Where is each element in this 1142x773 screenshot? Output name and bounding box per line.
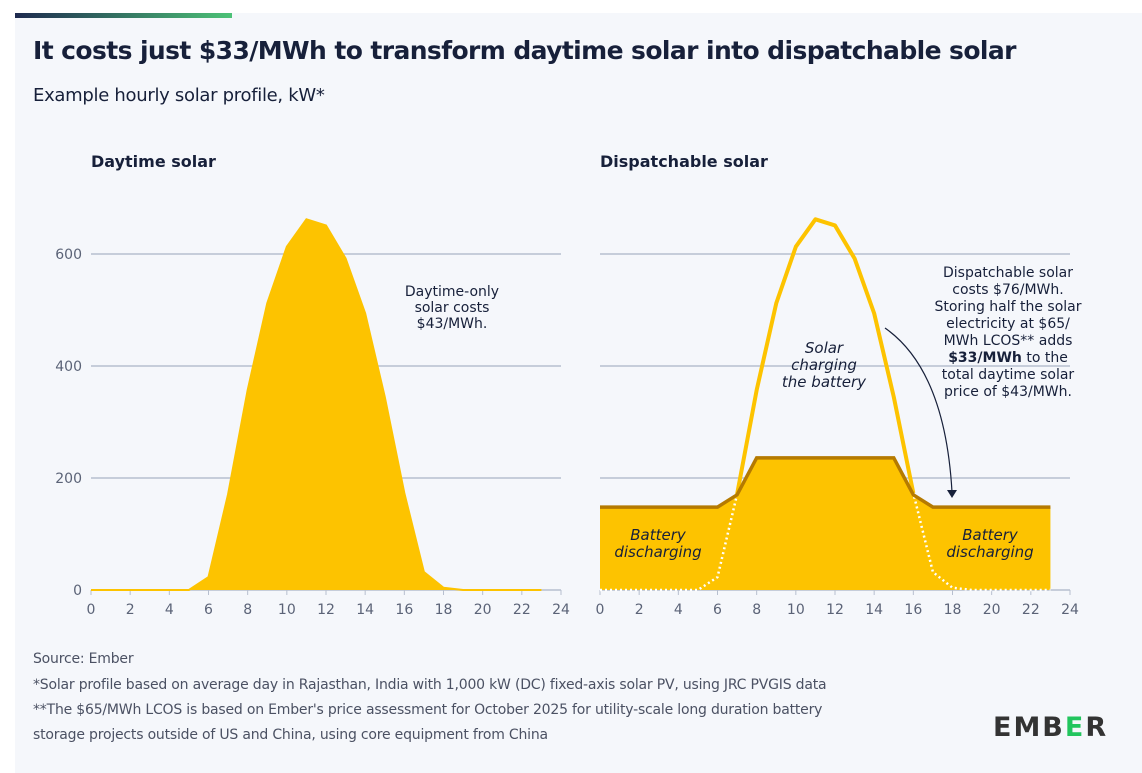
accent-bar bbox=[15, 13, 232, 18]
x-tick-label: 8 bbox=[752, 602, 761, 618]
annotation-rest: to the bbox=[1022, 350, 1068, 366]
footnote-1: *Solar profile based on average day in R… bbox=[33, 677, 827, 693]
solar-line bbox=[91, 218, 542, 591]
solar-charging-line bbox=[735, 217, 916, 495]
x-tick-label: 6 bbox=[713, 602, 722, 618]
ember-logo: EMBER bbox=[993, 712, 1109, 743]
arrow-head-icon bbox=[947, 490, 957, 498]
x-tick-label: 24 bbox=[1061, 602, 1079, 618]
x-tick-label: 12 bbox=[826, 602, 844, 618]
solar-area bbox=[91, 219, 542, 590]
x-tick-label: 16 bbox=[395, 602, 413, 618]
panel-title: Daytime solar bbox=[91, 152, 216, 171]
x-tick-label: 0 bbox=[87, 602, 96, 618]
x-tick-label: 8 bbox=[243, 602, 252, 618]
footnote-2a: **The $65/MWh LCOS is based on Ember's p… bbox=[33, 702, 823, 718]
annotation-arrow bbox=[884, 327, 953, 493]
x-tick-label: 14 bbox=[865, 602, 883, 618]
x-tick-label: 0 bbox=[596, 602, 605, 618]
discharging-label: discharging bbox=[614, 543, 701, 561]
x-tick-label: 20 bbox=[983, 602, 1001, 618]
discharging-label: Battery bbox=[630, 526, 687, 544]
dispatch-area bbox=[600, 457, 1051, 590]
annotation-text: costs $76/MWh. bbox=[952, 282, 1063, 298]
y-tick-label: 400 bbox=[55, 359, 82, 375]
x-tick-label: 24 bbox=[552, 602, 570, 618]
x-tick-label: 16 bbox=[904, 602, 922, 618]
chart-title: It costs just $33/MWh to transform dayti… bbox=[33, 36, 1016, 65]
panel-title: Dispatchable solar bbox=[600, 152, 768, 171]
footnote-2b: storage projects outside of US and China… bbox=[33, 727, 548, 743]
discharging-label: discharging bbox=[946, 543, 1033, 561]
x-tick-label: 18 bbox=[435, 602, 453, 618]
annotation-text: electricity at $65/ bbox=[946, 316, 1070, 332]
charging-label: charging bbox=[791, 356, 857, 374]
annotation-bold: $33/MWh bbox=[948, 350, 1022, 366]
x-tick-label: 2 bbox=[126, 602, 135, 618]
annotation-text: Storing half the solar bbox=[934, 299, 1081, 315]
x-tick-label: 18 bbox=[944, 602, 962, 618]
annotation-text: Daytime-only bbox=[405, 284, 499, 300]
annotation-text: $43/MWh. bbox=[417, 316, 488, 332]
annotation-text: $33/MWh to the bbox=[948, 350, 1068, 366]
annotation-text: price of $43/MWh. bbox=[944, 384, 1072, 400]
x-tick-label: 22 bbox=[513, 602, 531, 618]
x-tick-label: 12 bbox=[317, 602, 335, 618]
x-tick-label: 20 bbox=[474, 602, 492, 618]
dispatch-line bbox=[600, 456, 1051, 509]
x-tick-label: 2 bbox=[635, 602, 644, 618]
annotation-text: MWh LCOS** adds bbox=[944, 333, 1073, 349]
source-note: Source: Ember bbox=[33, 651, 134, 667]
y-tick-label: 0 bbox=[73, 583, 82, 599]
charging-label: Solar bbox=[805, 339, 844, 357]
x-tick-label: 22 bbox=[1022, 602, 1040, 618]
y-tick-label: 200 bbox=[55, 471, 82, 487]
discharging-label: Battery bbox=[962, 526, 1019, 544]
x-tick-label: 4 bbox=[165, 602, 174, 618]
x-tick-label: 10 bbox=[787, 602, 805, 618]
annotation-text: solar costs bbox=[415, 300, 490, 316]
x-tick-label: 4 bbox=[674, 602, 683, 618]
annotation-text: Dispatchable solar bbox=[943, 265, 1073, 281]
panel-background bbox=[15, 13, 1142, 773]
y-tick-label: 600 bbox=[55, 247, 82, 263]
charging-label: the battery bbox=[782, 373, 867, 391]
chart-subtitle: Example hourly solar profile, kW* bbox=[33, 85, 325, 106]
annotation-text: total daytime solar bbox=[942, 367, 1075, 383]
x-tick-label: 10 bbox=[278, 602, 296, 618]
x-tick-label: 6 bbox=[204, 602, 213, 618]
x-tick-label: 14 bbox=[356, 602, 374, 618]
